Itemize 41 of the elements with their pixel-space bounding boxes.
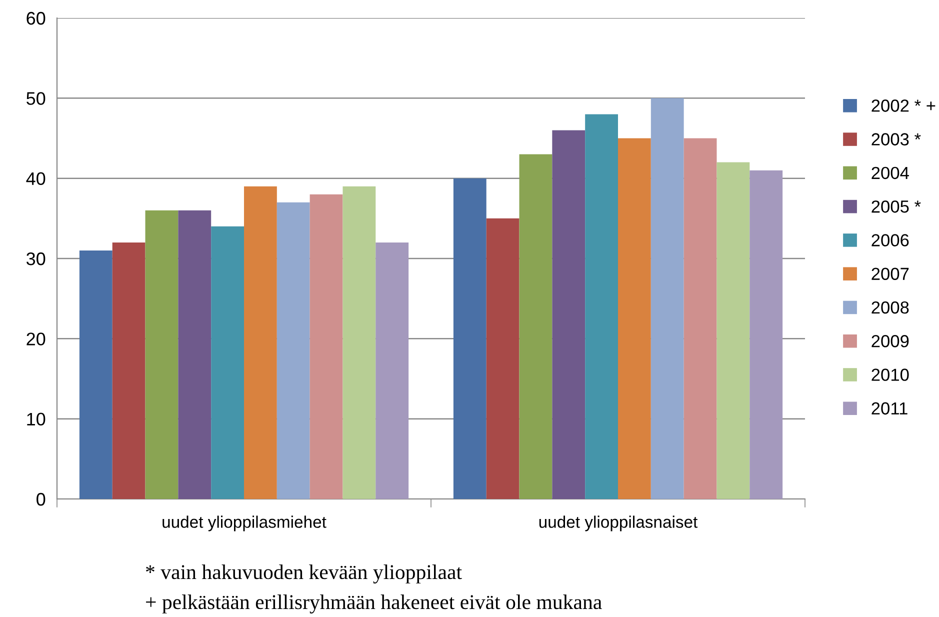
y-tick-label: 20 (26, 332, 46, 346)
bar (145, 210, 178, 499)
bar (684, 138, 717, 499)
bar (276, 202, 310, 499)
legend-label: 2005 * (872, 200, 921, 213)
bar (750, 170, 783, 499)
bar (79, 250, 112, 499)
bar (716, 162, 750, 499)
bar (552, 130, 586, 499)
bar (112, 242, 146, 499)
y-tick-label: 50 (26, 92, 46, 105)
bar (486, 218, 520, 499)
legend-label: 2007 (872, 268, 909, 280)
bar (376, 242, 409, 499)
bar (244, 186, 277, 499)
y-tick-label: 0 (36, 492, 46, 506)
legend-label: 2009 (872, 335, 909, 348)
legend-label: 2008 (872, 301, 909, 314)
x-tick-label: uudet ylioppilasnaiset (539, 516, 698, 532)
y-tick-label: 60 (26, 12, 46, 25)
y-tick-label: 30 (26, 252, 46, 266)
legend-label: 2002 * + (872, 100, 936, 112)
legend-label: 2003 * (872, 133, 921, 146)
legend-label: 2006 (872, 234, 909, 246)
bar (211, 226, 244, 499)
y-tick-label: 10 (27, 412, 46, 426)
bar (178, 210, 212, 499)
bar (618, 138, 651, 499)
bar (519, 154, 552, 499)
bar (342, 186, 376, 499)
bar (585, 114, 618, 499)
legend-label: 2011 (872, 402, 908, 415)
legend-label: 2004 (872, 166, 909, 180)
y-tick-label: 40 (26, 172, 46, 186)
text: * vain hakuvuoden kevään ylioppilaat (146, 564, 462, 584)
legend-label: 2010 (872, 368, 909, 381)
x-tick-label: uudet ylioppilasmiehet (162, 516, 326, 532)
bar (310, 194, 343, 499)
bar (650, 98, 684, 499)
text: + pelkästään erillisryhmään hakeneet eivät ole mukana (146, 594, 602, 614)
bar (453, 178, 486, 499)
